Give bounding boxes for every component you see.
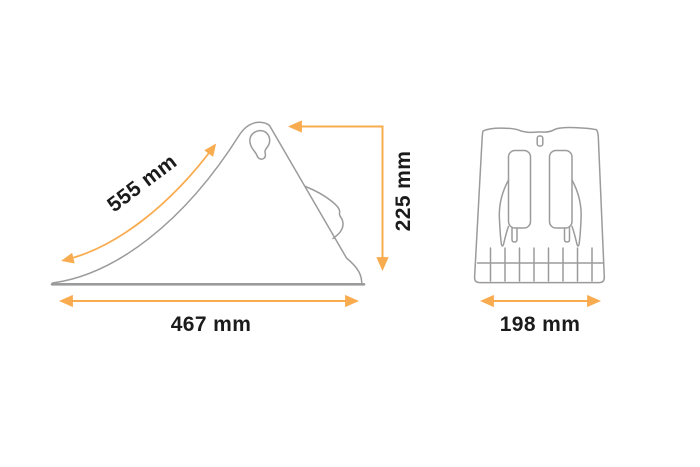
height-label: 225 mm [392,151,415,232]
left-flange [498,179,510,247]
right-ridge-foot [563,227,571,243]
right-flange [571,179,582,247]
height-dimension-arrow [287,120,389,272]
dimension-arrows [58,120,602,308]
right-ridge [548,149,573,229]
left-ridge [507,149,532,229]
rear-slope-notch [304,185,344,240]
top-slot [536,135,544,147]
front-view-outline [473,126,606,284]
slope-length-label: 555 mm [103,150,181,217]
slope-length-arrow [61,143,217,264]
side-view-outline [51,121,363,284]
front-width-label: 198 mm [500,313,581,336]
handle-hole [249,129,271,160]
left-ridge-foot [511,227,518,243]
base-length-label: 467 mm [171,313,252,336]
side-view-drawing [50,121,366,286]
tread-grid [476,247,605,282]
front-view-drawing [473,126,606,284]
